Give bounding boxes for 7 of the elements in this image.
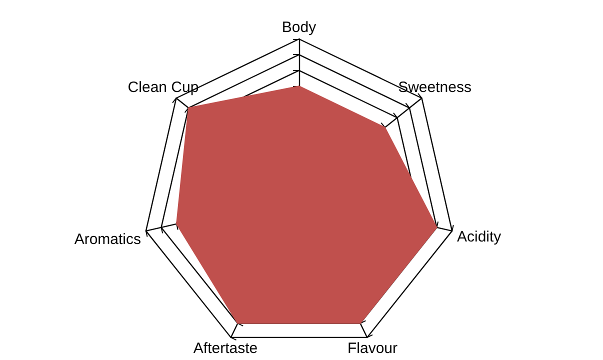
spoke-label: Flavour — [348, 340, 398, 358]
spoke-label: Aftertaste — [193, 340, 258, 358]
spoke-label: Body — [282, 19, 317, 36]
spoke-label: Clean Cup — [128, 79, 199, 96]
spoke-label: Aromatics — [74, 231, 142, 248]
spoke-label: Acidity — [456, 228, 502, 246]
spoke-label: Sweetness — [398, 79, 472, 96]
